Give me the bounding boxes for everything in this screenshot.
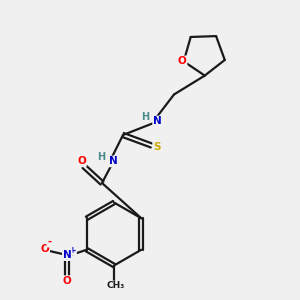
Text: O: O [77,156,86,166]
Text: O: O [178,56,187,66]
Text: N: N [153,116,162,127]
Text: O: O [40,244,49,254]
Text: O: O [63,276,72,286]
Text: H: H [141,112,149,122]
Text: CH₃: CH₃ [106,281,124,290]
Text: S: S [153,142,161,152]
Text: N: N [109,156,118,167]
Text: +: + [68,246,76,255]
Text: -: - [47,237,51,247]
Text: N: N [63,250,72,260]
Text: H: H [97,152,106,162]
